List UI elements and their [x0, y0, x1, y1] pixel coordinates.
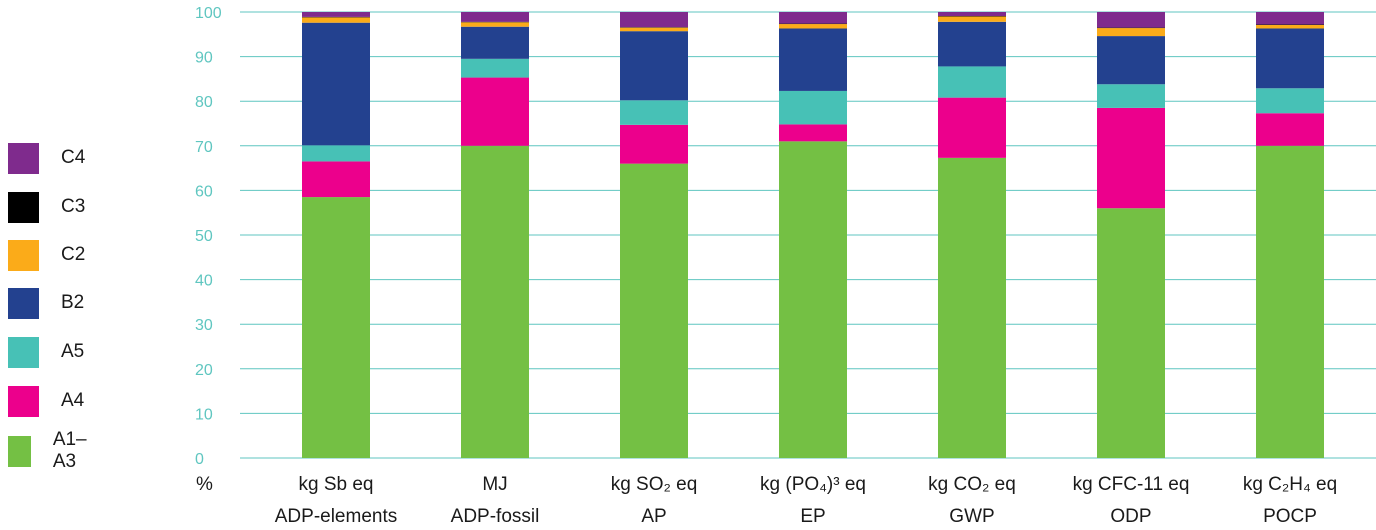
x-category-label-4: EP	[800, 506, 825, 527]
bar-segment-c2-gwp	[938, 16, 1006, 22]
x-unit-label-7: kg C₂H₄ eq	[1243, 474, 1337, 495]
legend-swatch-b2	[8, 287, 39, 319]
legend-label-b2: B2	[61, 292, 85, 313]
bar-segment-c4-gwp	[938, 12, 1006, 17]
bar-segment-b2-ap	[620, 31, 688, 101]
bar-segment-a1-a3-ap	[620, 163, 688, 458]
y-tick-label-30: 30	[195, 317, 213, 334]
bar-segment-c4-pocp	[1256, 12, 1324, 25]
x-unit-label-4: kg (PO₄)³ eq	[760, 474, 866, 495]
bar-segment-c4-adp-fossil	[461, 12, 529, 22]
bar-segment-a4-ap	[620, 124, 688, 164]
x-category-label-7: POCP	[1263, 506, 1317, 527]
legend-swatch-c2	[8, 239, 39, 271]
bar-segment-c2-ep	[779, 24, 847, 29]
x-category-label-1: ADP-elements	[275, 506, 398, 527]
bar-segment-b2-odp	[1097, 36, 1165, 85]
bar-segment-a5-ap	[620, 100, 688, 125]
legend-label-c2: C2	[61, 244, 86, 265]
x-category-label-5: GWP	[949, 506, 994, 527]
bar-segment-a5-ep	[779, 90, 847, 125]
bar-segment-c4-ap	[620, 12, 688, 28]
bar-segment-a1-a3-gwp	[938, 157, 1006, 459]
y-tick-label-80: 80	[195, 94, 213, 111]
bar-segment-a4-adp-elements	[302, 161, 370, 198]
bar-segment-c2-odp	[1097, 28, 1165, 37]
y-tick-label-60: 60	[195, 183, 213, 200]
legend-item-b2: B2	[8, 287, 85, 319]
bar-segment-b2-ep	[779, 28, 847, 91]
bar-segment-a1-a3-odp	[1097, 208, 1165, 458]
bar-segment-b2-pocp	[1256, 28, 1324, 89]
bar-segment-c2-ap	[620, 27, 688, 32]
y-tick-label-100: 100	[195, 5, 222, 22]
bar-segment-c4-adp-elements	[302, 12, 370, 17]
legend-swatch-a4	[8, 385, 39, 417]
x-unit-label-5: kg CO₂ eq	[928, 474, 1016, 495]
bar-segment-a5-odp	[1097, 84, 1165, 108]
y-tick-label-50: 50	[195, 228, 213, 245]
bar-segment-c4-odp	[1097, 12, 1165, 28]
y-tick-label-40: 40	[195, 273, 213, 290]
y-tick-label-90: 90	[195, 50, 213, 67]
bar-segment-a1-a3-adp-elements	[302, 197, 370, 458]
bar-segment-b2-gwp	[938, 21, 1006, 67]
bar-segment-a1-a3-pocp	[1256, 145, 1324, 459]
x-category-label-2: ADP-fossil	[451, 506, 540, 527]
bar-segment-a5-adp-elements	[302, 145, 370, 162]
bar-segment-b2-adp-elements	[302, 22, 370, 146]
bar-segment-a5-gwp	[938, 66, 1006, 98]
x-unit-label-1: kg Sb eq	[299, 474, 374, 495]
legend-label-a5: A5	[61, 341, 85, 362]
y-tick-label-70: 70	[195, 139, 213, 156]
legend-label-a4: A4	[61, 390, 85, 411]
x-category-label-6: ODP	[1110, 506, 1151, 527]
bar-segment-a1-a3-ep	[779, 141, 847, 458]
legend-item-c2: C2	[8, 239, 86, 271]
legend-item-c3: C3	[8, 191, 86, 223]
bar-segment-b2-adp-fossil	[461, 26, 529, 59]
y-tick-label-20: 20	[195, 362, 213, 379]
x-unit-label-3: kg SO₂ eq	[611, 474, 698, 495]
x-category-label-3: AP	[641, 506, 666, 527]
legend-item-a5: A5	[8, 336, 85, 368]
x-unit-label-2: MJ	[482, 474, 507, 495]
bar-segment-c2-adp-elements	[302, 17, 370, 23]
bar-segment-a4-adp-fossil	[461, 77, 529, 146]
x-unit-label-6: kg CFC-11 eq	[1073, 474, 1190, 495]
legend-label-c4: C4	[61, 147, 86, 168]
bar-segment-a4-gwp	[938, 97, 1006, 158]
bar-segment-c2-pocp	[1256, 24, 1324, 29]
bar-segment-a4-ep	[779, 124, 847, 142]
bar-segment-a4-odp	[1097, 107, 1165, 209]
legend-item-a4: A4	[8, 385, 85, 417]
bar-segment-a5-adp-fossil	[461, 58, 529, 78]
legend-swatch-c3	[8, 191, 39, 223]
legend-swatch-a5	[8, 336, 39, 368]
bar-segment-c4-ep	[779, 12, 847, 24]
bar-segment-a5-pocp	[1256, 88, 1324, 114]
legend-label-c3: C3	[61, 196, 86, 217]
legend-label-a1-a3: A1–A3	[52, 429, 87, 472]
legend-swatch-a1-a3	[8, 435, 31, 467]
legend-item-c4: C4	[8, 142, 86, 174]
bar-segment-a1-a3-adp-fossil	[461, 145, 529, 459]
legend-item-a1-a3: A1–A3	[8, 429, 95, 472]
y-axis-unit-label: %	[196, 474, 213, 495]
bar-segment-a4-pocp	[1256, 113, 1324, 146]
legend-swatch-c4	[8, 142, 39, 174]
y-tick-label-10: 10	[195, 406, 213, 423]
bar-segment-c2-adp-fossil	[461, 22, 529, 27]
y-tick-label-0: 0	[195, 451, 204, 468]
